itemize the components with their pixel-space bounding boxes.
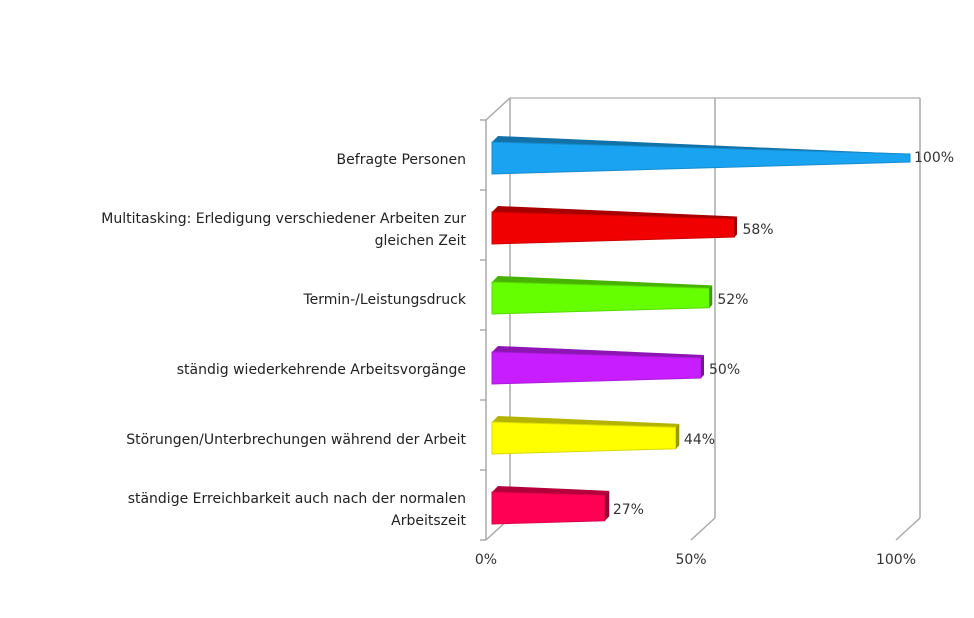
bar-top-face [492,416,680,428]
bar [491,421,677,455]
data-label: 50% [709,362,741,378]
bar [491,491,606,525]
data-label: 52% [717,292,749,308]
bar-top-face [492,346,704,358]
bar-top-face [492,136,910,154]
floor-gridline [690,517,716,541]
axis-wall-edge [485,97,511,121]
bar [491,351,702,385]
bar-end-face [701,355,704,378]
data-label: 44% [683,432,716,448]
bar-end-face [709,285,713,308]
category-label: ständige Erreichbarkeit auch nach der no… [127,491,466,529]
data-label: 27% [612,502,644,518]
bar-top-face [492,486,610,496]
bar-top-face [492,276,713,289]
x-tick-label: 100% [875,552,917,568]
x-tick-label: 50% [675,552,707,568]
bar-end-face [734,216,737,238]
category-label: Störungen/Unterbrechungen während der Ar… [126,432,466,448]
data-label: 58% [742,222,774,238]
bar-end-face [604,490,610,521]
category-label: Befragte Personen [336,152,466,168]
bar-top-face [492,206,737,219]
category-label: Multitasking: Erledigung verschiedener A… [101,211,466,249]
category-label: ständig wiederkehrende Arbeitsvorgänge [176,362,466,378]
floor-gridline [895,517,921,541]
bar-end-face [675,423,680,449]
bar [491,141,911,175]
data-label: 100% [914,150,955,166]
category-label: Termin-/Leistungsdruck [303,292,466,308]
x-tick-label: 0% [474,552,498,568]
